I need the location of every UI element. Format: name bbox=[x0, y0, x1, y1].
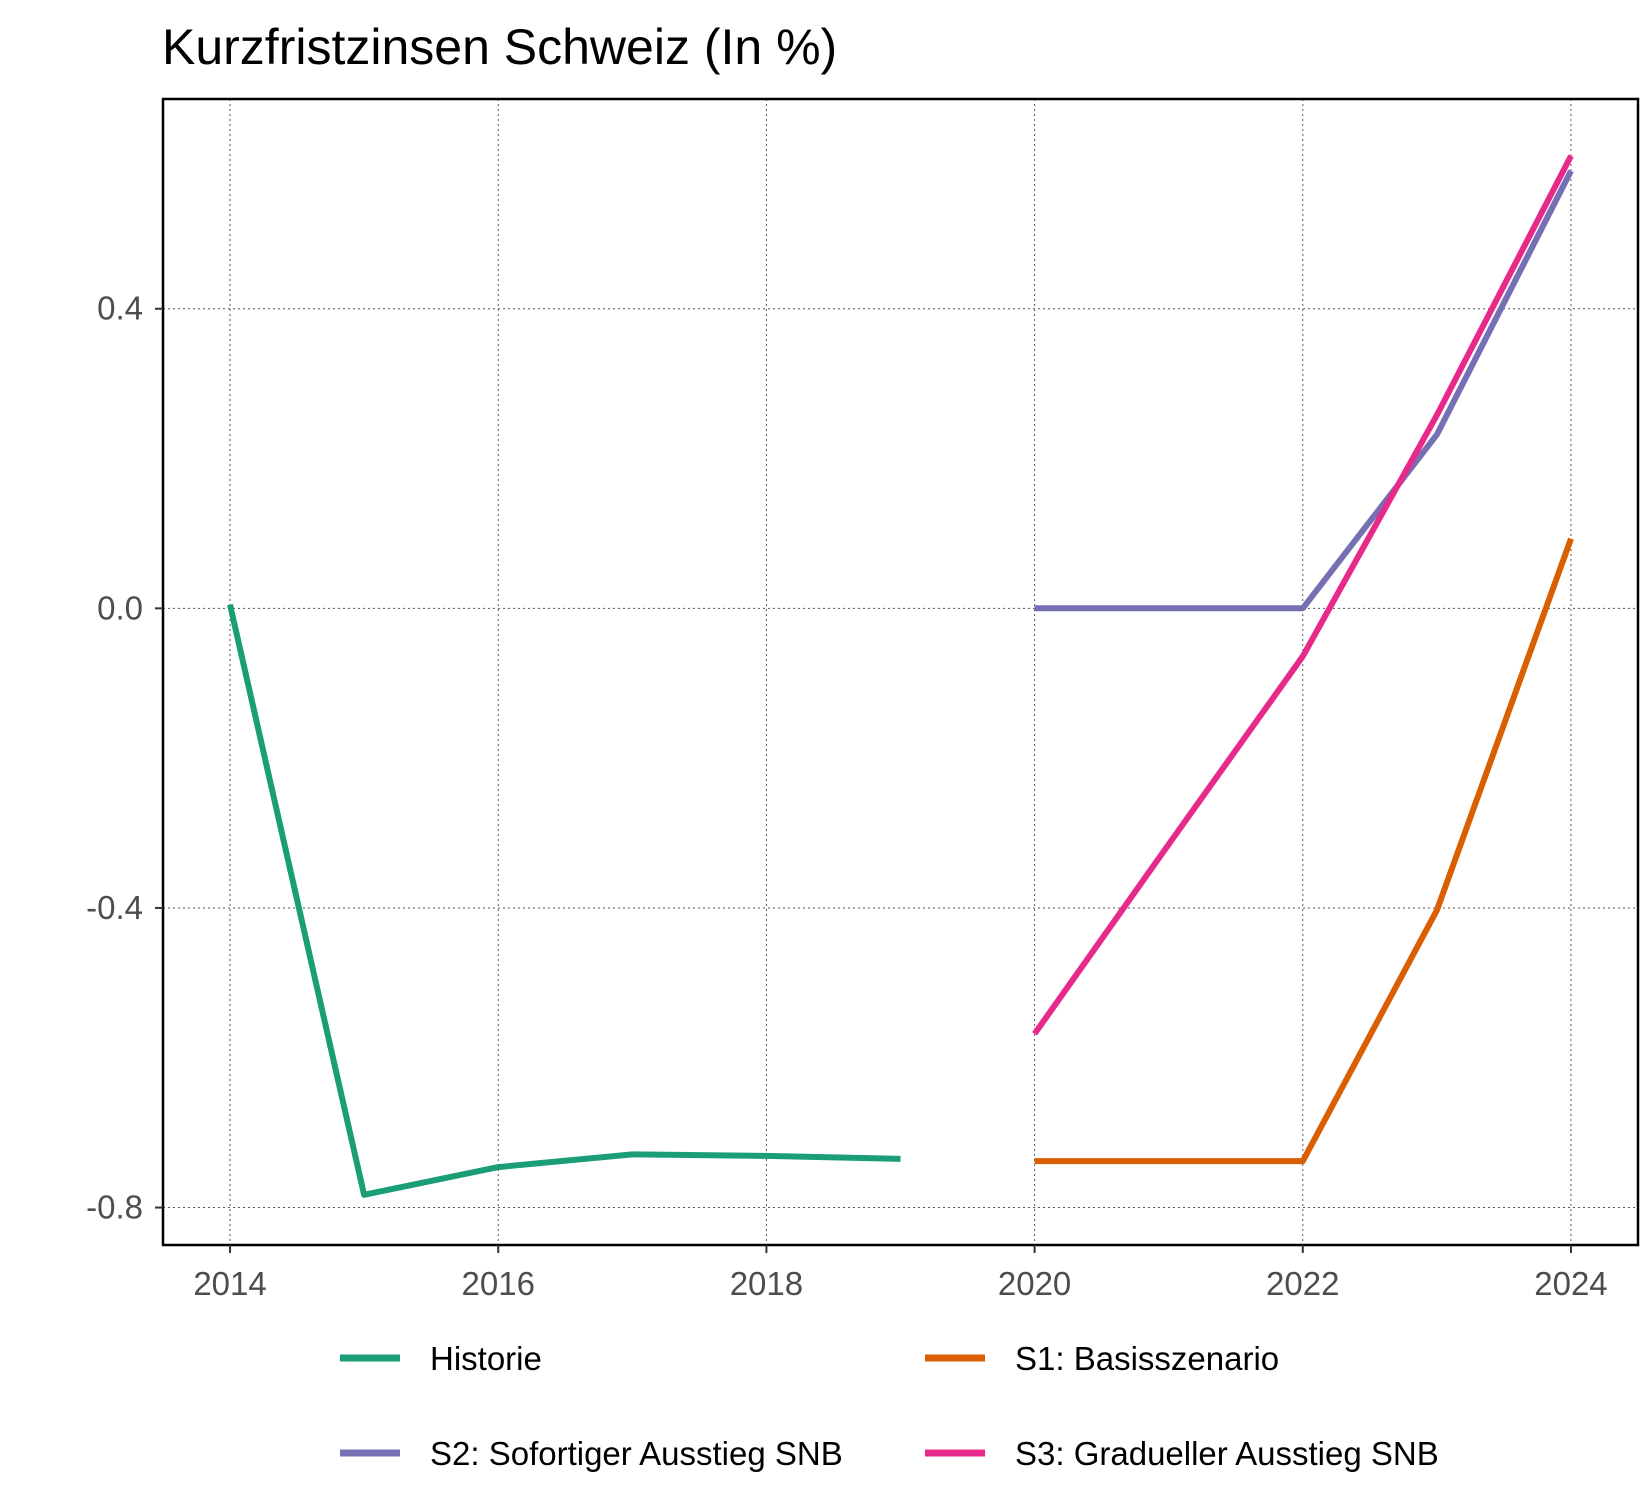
series-lines bbox=[227, 154, 1574, 1198]
series-line-3 bbox=[1034, 169, 1574, 612]
x-tick-label: 2022 bbox=[1266, 1265, 1339, 1302]
legend-label-3: S2: Sofortiger Ausstieg SNB bbox=[430, 1435, 843, 1472]
legend-label-2: S1: Basisszenario bbox=[1015, 1340, 1279, 1377]
y-tick-label: 0.4 bbox=[97, 290, 143, 327]
legend: Historie S1: Basisszenario S2: Sofortiger … bbox=[340, 1340, 1439, 1472]
plot-panel bbox=[161, 97, 1640, 1247]
chart-title: Kurzfristzinsen Schweiz (In %) bbox=[162, 19, 837, 75]
x-tick-label: 2018 bbox=[730, 1265, 803, 1302]
y-tick-label: -0.8 bbox=[86, 1189, 143, 1226]
legend-label-1: Historie bbox=[430, 1340, 542, 1377]
x-tick-label: 2014 bbox=[193, 1265, 266, 1302]
x-tick-label: 2016 bbox=[462, 1265, 535, 1302]
axis-ticks: 2014 2016 2018 2020 2022 2024 -0.8 -0.4 0.0 0.4 bbox=[86, 290, 1608, 1302]
x-tick-label: 2020 bbox=[998, 1265, 1071, 1302]
grid bbox=[163, 99, 1638, 1245]
series-line-1 bbox=[227, 603, 901, 1198]
legend-label-4: S3: Gradueller Ausstieg SNB bbox=[1015, 1435, 1439, 1472]
y-tick-label: 0.0 bbox=[97, 589, 143, 626]
series-line-2 bbox=[1034, 537, 1574, 1165]
x-tick-label: 2024 bbox=[1534, 1265, 1607, 1302]
series-line-4 bbox=[1032, 154, 1574, 1036]
y-tick-label: -0.4 bbox=[86, 889, 143, 926]
